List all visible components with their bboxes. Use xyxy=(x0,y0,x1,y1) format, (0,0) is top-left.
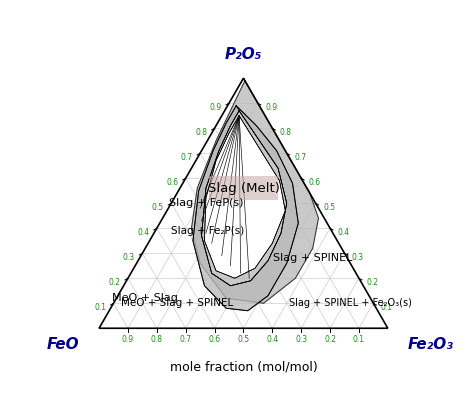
Text: 0.3: 0.3 xyxy=(352,253,364,262)
Text: 0.9: 0.9 xyxy=(122,335,134,344)
Text: 0.7: 0.7 xyxy=(180,335,192,344)
Text: 0.9: 0.9 xyxy=(266,103,277,112)
Polygon shape xyxy=(204,116,285,278)
Text: MeO + Slag: MeO + Slag xyxy=(112,293,178,303)
Text: 0.7: 0.7 xyxy=(294,153,306,162)
Text: Slag + FeP(s): Slag + FeP(s) xyxy=(169,198,243,208)
Text: FeO: FeO xyxy=(46,337,79,352)
Text: MeO + Slag + SPINEL: MeO + Slag + SPINEL xyxy=(121,298,233,308)
Text: 0.6: 0.6 xyxy=(309,178,321,187)
Text: 0.3: 0.3 xyxy=(123,253,135,262)
Text: Fe₂O₃: Fe₂O₃ xyxy=(408,337,454,352)
Text: 0.2: 0.2 xyxy=(108,278,121,287)
Text: 0.2: 0.2 xyxy=(366,278,379,287)
Text: 0.9: 0.9 xyxy=(209,103,221,112)
Text: Slag + Fe₂P(s): Slag + Fe₂P(s) xyxy=(171,226,244,236)
Text: 0.3: 0.3 xyxy=(295,335,307,344)
Text: 0.5: 0.5 xyxy=(152,203,164,212)
Text: 0.6: 0.6 xyxy=(166,178,178,187)
Text: Slag + SPINEL + Fe₂O₃(s): Slag + SPINEL + Fe₂O₃(s) xyxy=(289,298,412,308)
Text: 0.2: 0.2 xyxy=(324,335,336,344)
Text: 0.4: 0.4 xyxy=(266,335,278,344)
Polygon shape xyxy=(193,106,298,311)
FancyBboxPatch shape xyxy=(209,176,278,201)
Text: mole fraction (mol/mol): mole fraction (mol/mol) xyxy=(170,360,317,373)
Text: 0.8: 0.8 xyxy=(195,128,207,137)
Text: 0.4: 0.4 xyxy=(137,228,149,237)
Text: 0.5: 0.5 xyxy=(238,335,249,344)
Text: 0.1: 0.1 xyxy=(94,303,106,312)
Text: 0.7: 0.7 xyxy=(180,153,193,162)
Text: 0.1: 0.1 xyxy=(353,335,365,344)
Text: 0.6: 0.6 xyxy=(209,335,220,344)
Polygon shape xyxy=(191,78,319,303)
Text: 0.4: 0.4 xyxy=(338,228,350,237)
Text: 0.8: 0.8 xyxy=(151,335,163,344)
Text: Slag (Melt): Slag (Melt) xyxy=(208,182,279,195)
Text: 0.8: 0.8 xyxy=(280,128,292,137)
Text: Slag + SPINEL: Slag + SPINEL xyxy=(273,253,352,263)
Text: 0.5: 0.5 xyxy=(323,203,335,212)
Text: 0.1: 0.1 xyxy=(381,303,393,312)
Text: P₂O₅: P₂O₅ xyxy=(225,47,262,62)
